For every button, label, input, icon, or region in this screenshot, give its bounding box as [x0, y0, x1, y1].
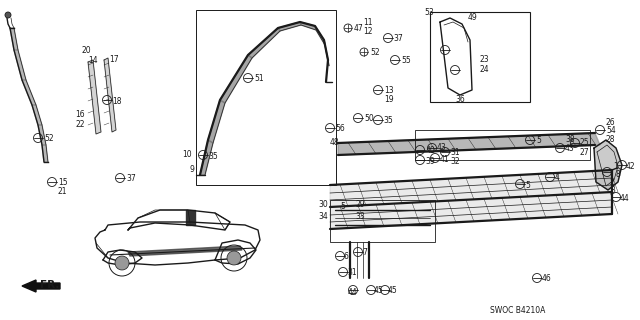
Text: 29: 29 [355, 200, 365, 209]
Text: 37: 37 [393, 34, 403, 43]
Circle shape [227, 251, 241, 265]
Text: 31: 31 [450, 148, 460, 157]
Text: 7: 7 [362, 248, 367, 257]
Bar [330, 200, 435, 242]
Polygon shape [324, 40, 329, 66]
Polygon shape [338, 133, 600, 155]
Text: 9: 9 [190, 165, 195, 174]
Text: 15: 15 [58, 178, 68, 187]
Text: 35: 35 [383, 116, 393, 125]
Text: 44: 44 [620, 194, 630, 203]
Text: 5: 5 [525, 181, 530, 190]
Polygon shape [22, 280, 60, 292]
Polygon shape [22, 80, 36, 105]
Polygon shape [14, 50, 26, 80]
Polygon shape [330, 170, 612, 229]
Text: 45: 45 [374, 286, 384, 295]
Polygon shape [220, 55, 252, 103]
Text: 1: 1 [613, 162, 618, 171]
Text: 33: 33 [355, 212, 365, 221]
Text: 17: 17 [109, 55, 118, 64]
Text: 45: 45 [388, 286, 397, 295]
Text: 18: 18 [112, 97, 122, 106]
Polygon shape [315, 26, 325, 45]
Text: 5: 5 [340, 202, 345, 211]
Polygon shape [32, 105, 42, 125]
Text: 43: 43 [565, 144, 575, 153]
Polygon shape [248, 28, 280, 58]
Text: 56: 56 [335, 124, 345, 133]
Polygon shape [200, 140, 213, 175]
Text: 39: 39 [425, 157, 435, 166]
Text: 40: 40 [426, 146, 436, 155]
Polygon shape [128, 246, 242, 256]
Text: 5: 5 [536, 136, 541, 145]
Text: 19: 19 [384, 95, 394, 104]
Polygon shape [208, 100, 225, 143]
Text: 35: 35 [208, 152, 218, 161]
Text: 20: 20 [82, 46, 92, 55]
Text: 12: 12 [363, 27, 372, 36]
Text: 23: 23 [480, 55, 490, 64]
Text: 31: 31 [347, 268, 356, 277]
Text: 37: 37 [126, 174, 136, 183]
Text: 14: 14 [88, 56, 98, 65]
Polygon shape [278, 22, 301, 31]
Text: 16: 16 [75, 110, 84, 119]
Text: 41: 41 [440, 155, 450, 164]
Text: FR.: FR. [40, 280, 60, 290]
Text: 3: 3 [610, 186, 615, 195]
Text: 54: 54 [606, 126, 616, 135]
Polygon shape [88, 60, 101, 134]
Text: 46: 46 [542, 274, 552, 283]
Text: 52: 52 [370, 48, 380, 57]
Text: 25: 25 [580, 138, 589, 147]
Text: 47: 47 [354, 24, 364, 33]
Text: 2: 2 [610, 178, 615, 187]
Text: 22: 22 [75, 120, 84, 129]
Text: 44: 44 [348, 288, 358, 297]
Text: SWOC B4210A: SWOC B4210A [490, 306, 545, 315]
Text: 43: 43 [437, 143, 447, 152]
Text: 50: 50 [364, 114, 374, 123]
Bar [415, 130, 590, 160]
Text: 11: 11 [363, 18, 372, 27]
Bar [196, 10, 336, 185]
Polygon shape [38, 125, 46, 145]
Text: 53: 53 [424, 8, 434, 17]
Text: 21: 21 [58, 187, 67, 196]
Circle shape [115, 256, 129, 270]
Text: 26: 26 [606, 118, 616, 127]
Polygon shape [300, 22, 316, 30]
Text: 49: 49 [468, 13, 477, 22]
Polygon shape [104, 58, 116, 132]
Text: 10: 10 [182, 150, 191, 159]
Text: 48: 48 [330, 138, 340, 147]
Text: 55: 55 [401, 56, 411, 65]
Polygon shape [594, 140, 622, 190]
Text: 8: 8 [616, 170, 621, 179]
Text: 38: 38 [565, 135, 575, 144]
Text: 24: 24 [480, 65, 490, 74]
Polygon shape [42, 145, 48, 162]
Bar [430, 12, 530, 102]
Polygon shape [10, 28, 18, 50]
Text: 6: 6 [344, 252, 349, 261]
Text: 27: 27 [580, 148, 589, 157]
Text: 34: 34 [318, 212, 328, 221]
Circle shape [5, 12, 11, 18]
Text: 28: 28 [606, 135, 616, 144]
Text: 52: 52 [44, 134, 54, 143]
Text: 4: 4 [555, 173, 560, 182]
Text: 51: 51 [254, 74, 264, 83]
Text: 30: 30 [318, 200, 328, 209]
Text: 32: 32 [450, 157, 460, 166]
Text: 36: 36 [455, 95, 465, 104]
Text: 13: 13 [384, 86, 394, 95]
Text: 42: 42 [626, 162, 636, 171]
Polygon shape [186, 210, 195, 225]
